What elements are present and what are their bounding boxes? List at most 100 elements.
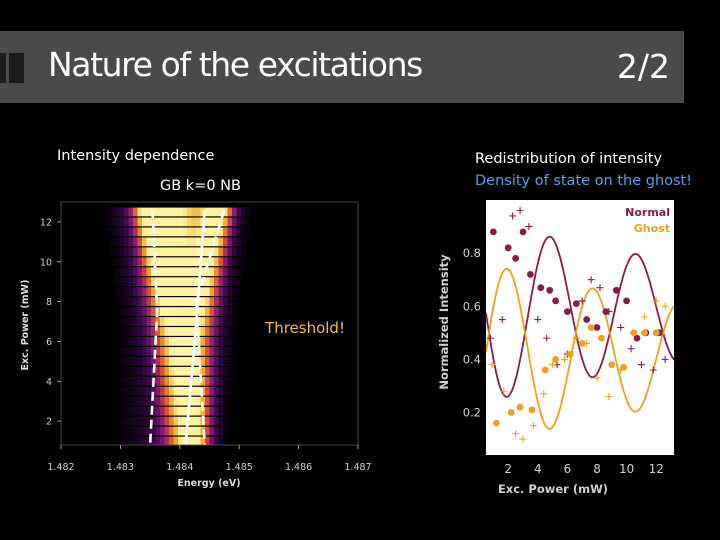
cross-point-normal (587, 276, 595, 284)
heatmap-cell (178, 267, 183, 277)
heatmap-cell (169, 227, 174, 237)
heatmap-cell (200, 327, 206, 336)
heatmap-cell (223, 277, 228, 287)
heatmap-cell (187, 366, 192, 376)
heatmap-cell (209, 277, 215, 287)
heatmap-cell (146, 247, 152, 257)
heatmap-cell (137, 237, 143, 247)
heatmap-y-tick-label: 2 (46, 417, 52, 428)
heatmap-cell (128, 436, 134, 445)
heatmap-cell (218, 267, 224, 277)
heatmap-cell (119, 356, 125, 366)
heatmap-cell (205, 337, 210, 346)
heatmap-cell (241, 207, 246, 217)
cross-point-ghost (617, 366, 625, 374)
heatmap-cell (187, 257, 192, 267)
heatmap-cell (160, 317, 165, 326)
heatmap-cell (196, 366, 201, 376)
heatmap-cell (128, 227, 134, 237)
heatmap-cell (187, 416, 192, 426)
heatmap-cell (173, 237, 179, 247)
heatmap-cell (209, 327, 215, 336)
heatmap-cell (178, 297, 183, 306)
heatmap-cell (187, 277, 192, 287)
heatmap-cell (124, 257, 129, 267)
heatmap-cell (169, 406, 174, 416)
heatmap-cell (128, 217, 134, 227)
heatmap-cell (155, 267, 161, 277)
heatmap-cell (137, 247, 143, 257)
heatmap-cell (128, 207, 134, 217)
heatmap-cell (106, 207, 111, 217)
cross-point-normal (637, 361, 645, 369)
heatmap-cell (146, 257, 152, 267)
heatmap-cell (160, 267, 165, 277)
heatmap-cell (173, 257, 179, 267)
heatmap-cell (182, 416, 188, 426)
heatmap-cell (223, 317, 228, 326)
heatmap-cell (146, 386, 152, 396)
heatmap-cell (223, 287, 228, 297)
heatmap-cell (209, 207, 215, 217)
heatmap-cell (151, 207, 156, 217)
heatmap-cell (137, 416, 143, 426)
heatmap-cell (232, 297, 237, 306)
heatmap-cell (155, 327, 161, 336)
heatmap-cell (160, 416, 165, 426)
heatmap-cell (151, 227, 156, 237)
data-point-normal (655, 329, 663, 337)
heatmap-cell (142, 237, 147, 247)
heatmap-cell (191, 267, 197, 277)
cross-point-ghost (549, 361, 557, 369)
heatmap-cell (241, 217, 246, 227)
heatmap-cell (182, 436, 188, 445)
heatmap-cell (200, 386, 206, 396)
cross-point-normal (605, 308, 613, 316)
heatmap-cell (119, 267, 125, 277)
heatmap-cell (146, 366, 152, 376)
title-bar: Nature of the excitations 2/2 (0, 31, 684, 103)
heatmap-cell (146, 416, 152, 426)
heatmap-cell (209, 337, 215, 346)
heatmap-cell (196, 317, 201, 326)
heatmap-cell (155, 237, 161, 247)
heatmap-cell (155, 257, 161, 267)
heatmap-cell (227, 227, 233, 237)
cross-point-normal (516, 207, 524, 215)
heatmap-cell (187, 327, 192, 336)
heatmap-cell (146, 287, 152, 297)
heatmap-cell (133, 257, 138, 267)
heatmap-cell (223, 337, 228, 346)
data-point-ghost (630, 329, 638, 337)
heatmap-cell (169, 317, 174, 326)
heatmap-cell (232, 327, 237, 336)
heatmap-cell (209, 386, 215, 396)
heatmap-cell (146, 327, 152, 336)
heatmap-cell (119, 366, 125, 376)
heatmap-cell (218, 277, 224, 287)
heatmap-background (61, 202, 358, 445)
heatmap-cell (128, 356, 134, 366)
heatmap-cell (218, 297, 224, 306)
heatmap-cell (119, 386, 125, 396)
heatmap-cell (137, 436, 143, 445)
heatmap-cell (119, 416, 125, 426)
heatmap-cell (142, 406, 147, 416)
heatmap-cell (187, 386, 192, 396)
scatter-x-tick-label: 8 (593, 462, 601, 476)
cross-point-ghost (605, 393, 613, 401)
cross-point-normal (649, 366, 657, 374)
heatmap-cell (241, 227, 246, 237)
heatmap-cell (236, 207, 242, 217)
heatmap-cell (173, 247, 179, 257)
heatmap-y-tick-label: 8 (46, 297, 52, 308)
heatmap-cell (128, 376, 134, 386)
heatmap-cell (209, 356, 215, 366)
heatmap-cell (232, 207, 237, 217)
heatmap-cell (128, 247, 134, 257)
heatmap-cell (205, 396, 210, 406)
heatmap-cell (160, 356, 165, 366)
heatmap-cell (200, 317, 206, 326)
heatmap-cell (115, 267, 120, 277)
heatmap-x-tick-label: 1.487 (344, 462, 371, 473)
